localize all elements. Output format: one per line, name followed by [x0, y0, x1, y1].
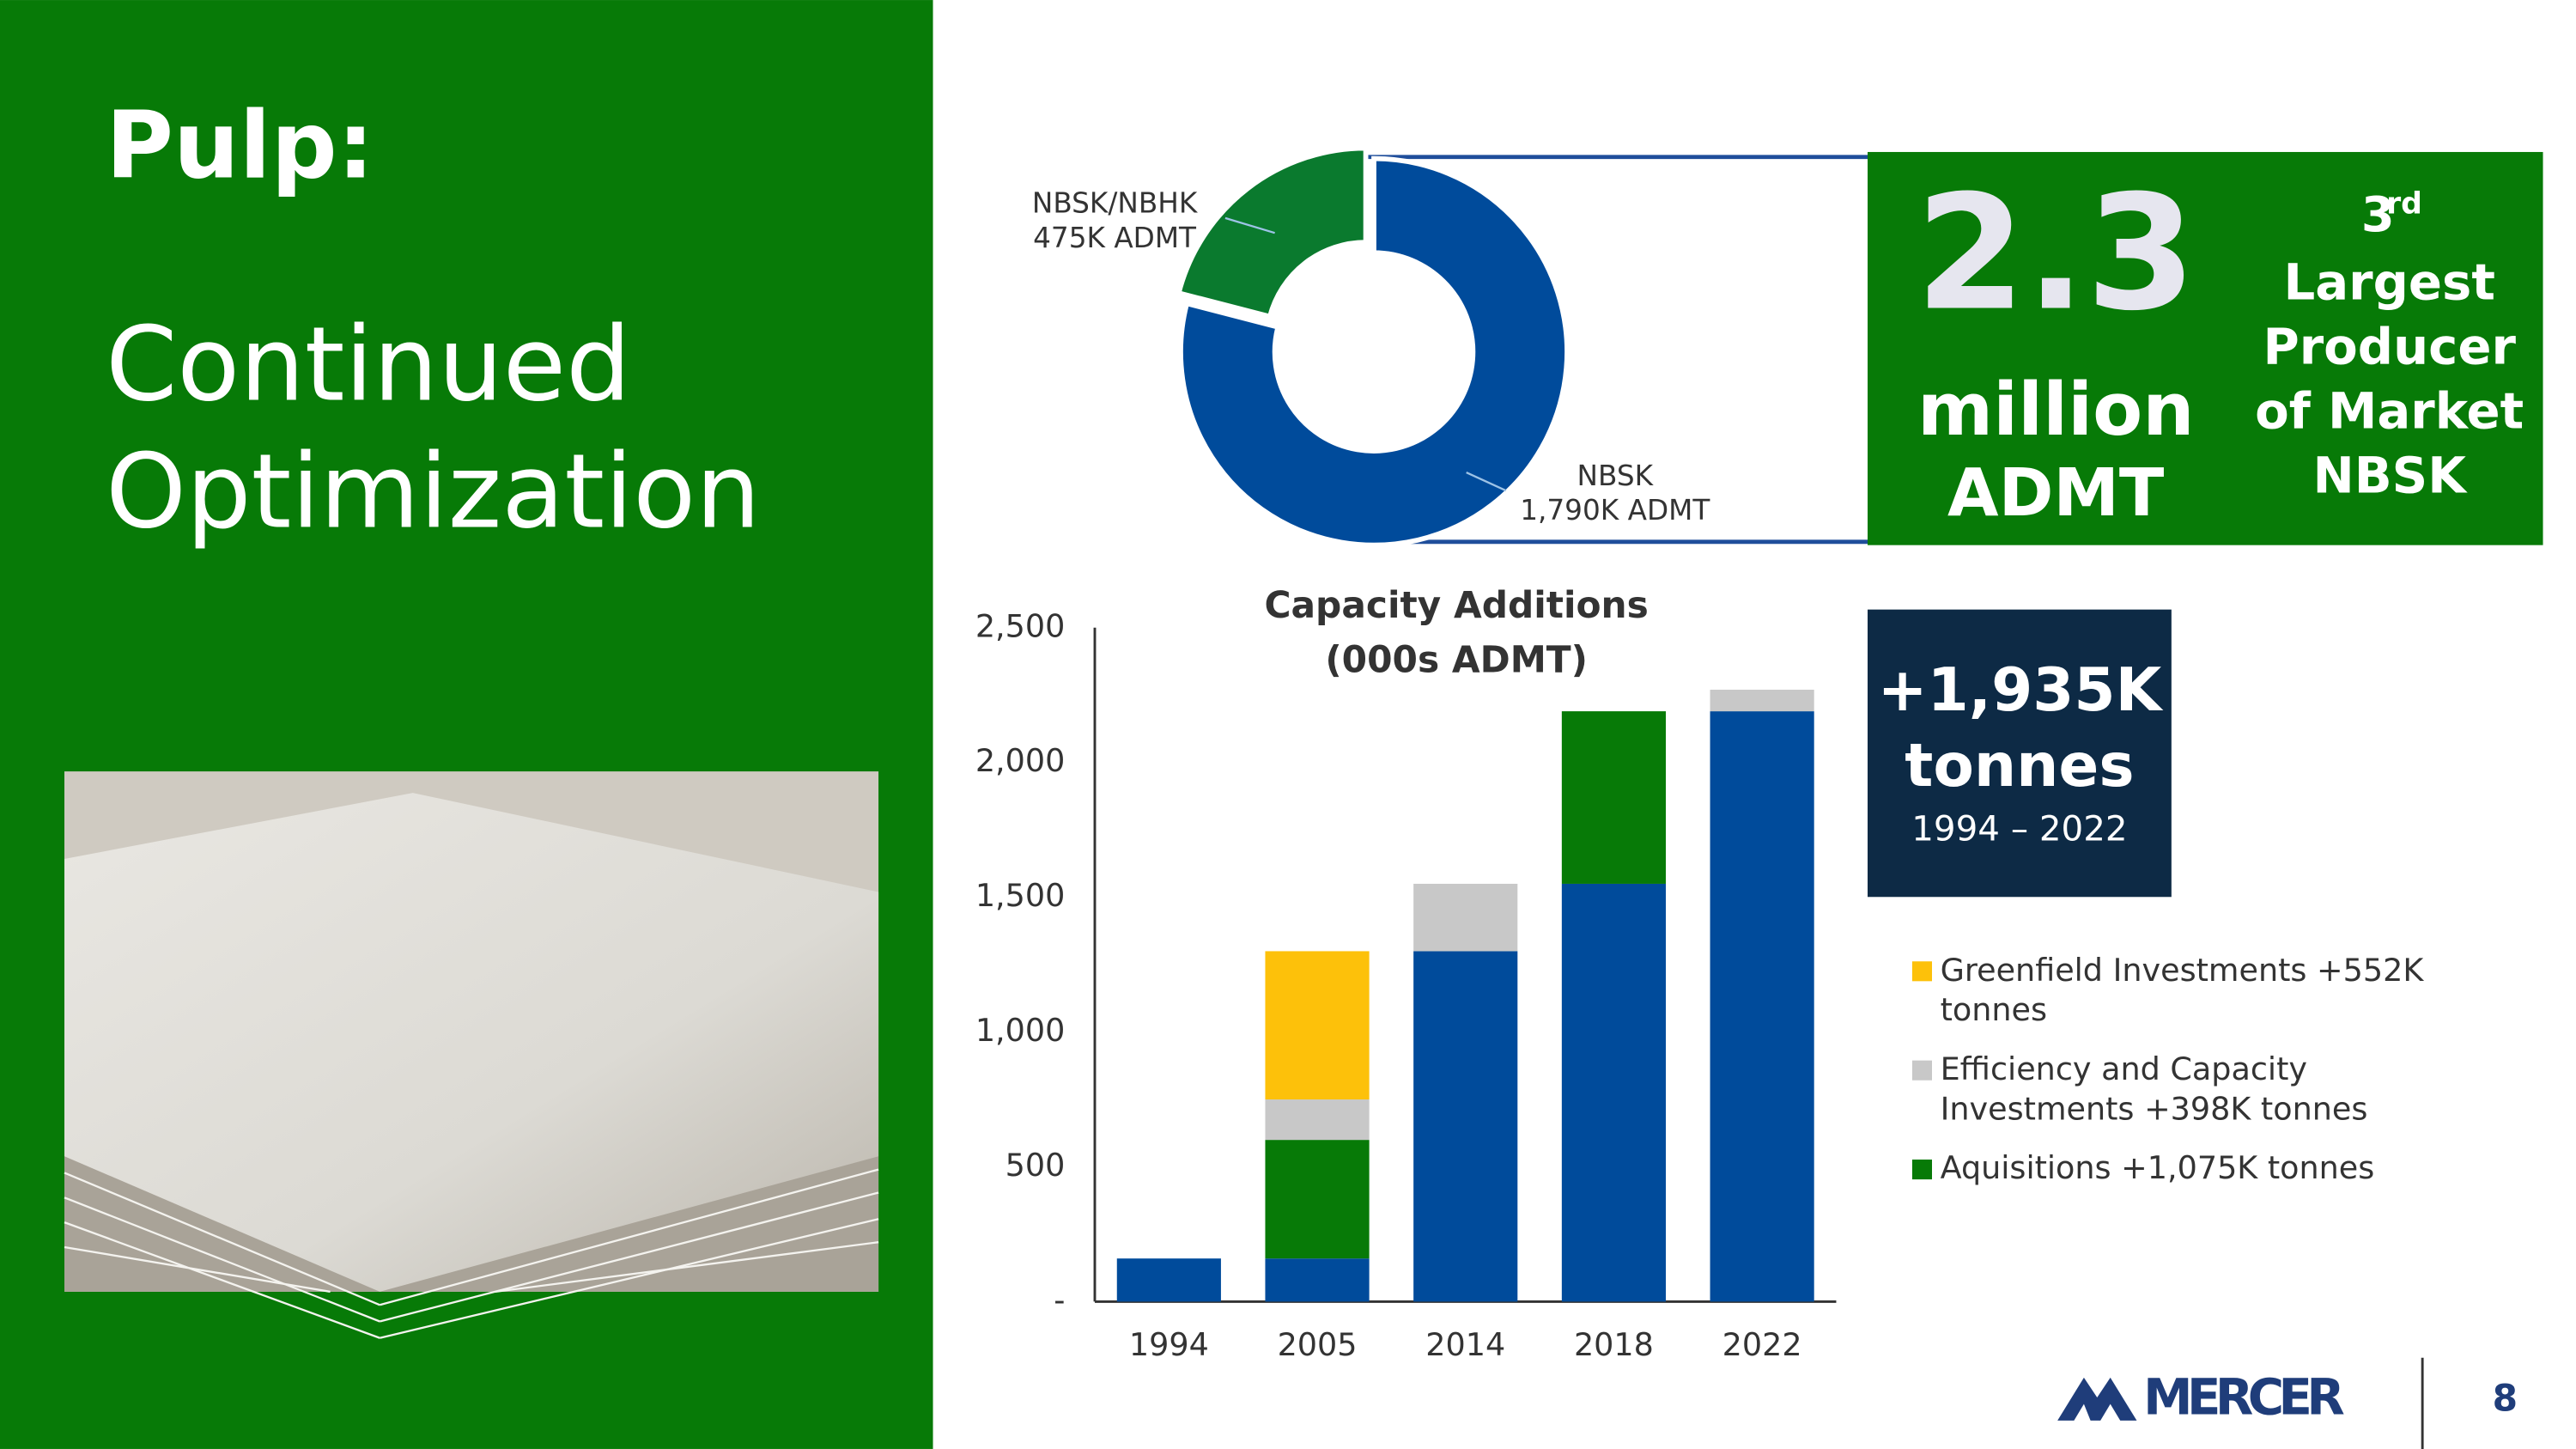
y-tick-label: 1,500 [975, 877, 1066, 914]
bar-segment [1710, 711, 1814, 1302]
rank: 3 [2361, 187, 2395, 243]
rank-text: of Market [2255, 381, 2524, 440]
period: 1994 – 2022 [1911, 808, 2127, 849]
chart-subtitle: (000s ADMT) [1325, 639, 1588, 681]
y-tick-label: 2,000 [975, 742, 1066, 779]
slice-label: NBSK/NBHK [1032, 187, 1199, 220]
x-tick-label: 1994 [1129, 1326, 1209, 1363]
bar-segment [1265, 1258, 1370, 1302]
slide-title: Pulp: [106, 92, 374, 199]
bar-segment [1413, 951, 1518, 1302]
bar-segment [1561, 883, 1666, 1302]
legend-swatch [1911, 1060, 1932, 1081]
bar-segment [1116, 1258, 1221, 1302]
bar-segment [1710, 689, 1814, 712]
donut-slice [1178, 155, 1570, 548]
chart-title: Capacity Additions [1264, 584, 1648, 626]
leader-line [1466, 471, 1507, 492]
leader-line [1224, 216, 1275, 234]
page-number: 8 [2493, 1377, 2518, 1419]
x-tick-label: 2022 [1722, 1326, 1802, 1363]
legend-swatch [1911, 961, 1932, 982]
rank-suffix: rd [2386, 187, 2422, 222]
x-tick-label: 2014 [1425, 1326, 1505, 1363]
y-tick-label: 2,500 [975, 607, 1066, 644]
slice-value: 475K ADMT [1033, 222, 1197, 254]
logo: MERCER [2057, 1367, 2345, 1426]
bar-segment [1265, 951, 1370, 1100]
highlight-box [1868, 151, 2543, 545]
total: +1,935K [1878, 656, 2164, 725]
slide-subtitle: Optimization [106, 433, 761, 552]
slice-label: NBSK [1577, 460, 1655, 492]
legend-label: Aquisitions +1,075K tonnes [1941, 1149, 2375, 1186]
logo-text: MERCER [2143, 1367, 2345, 1426]
y-tick-label: 1,000 [975, 1012, 1066, 1049]
y-tick-label: 500 [1005, 1147, 1066, 1184]
bar-segment [1561, 711, 1666, 884]
legend-label: Greenfield Investments +552K tonnes [1941, 951, 2425, 1027]
y-tick-label: - [1054, 1282, 1065, 1318]
slide-subtitle: Continued [106, 305, 631, 424]
bar-segment [1413, 883, 1518, 952]
legend-swatch [1911, 1160, 1932, 1180]
total-box [1868, 609, 2172, 898]
big-unit: ADMT [1947, 455, 2165, 532]
x-tick-label: 2018 [1574, 1326, 1654, 1363]
photo [64, 771, 879, 1339]
rank-text: Producer [2263, 317, 2516, 375]
bar-segment [1265, 1099, 1370, 1141]
big-number: 2.3 [1916, 161, 2196, 345]
slice-value: 1,790K ADMT [1520, 494, 1710, 527]
bar-segment [1265, 1140, 1370, 1259]
x-tick-label: 2005 [1278, 1326, 1358, 1363]
big-unit: million [1917, 367, 2195, 452]
rank-text: Largest [2283, 253, 2494, 311]
total-unit: tonnes [1905, 732, 2134, 801]
legend-label: Efficiency and Capacity Investments +398K… [1941, 1050, 2368, 1127]
rank-text: NBSK [2312, 446, 2468, 504]
